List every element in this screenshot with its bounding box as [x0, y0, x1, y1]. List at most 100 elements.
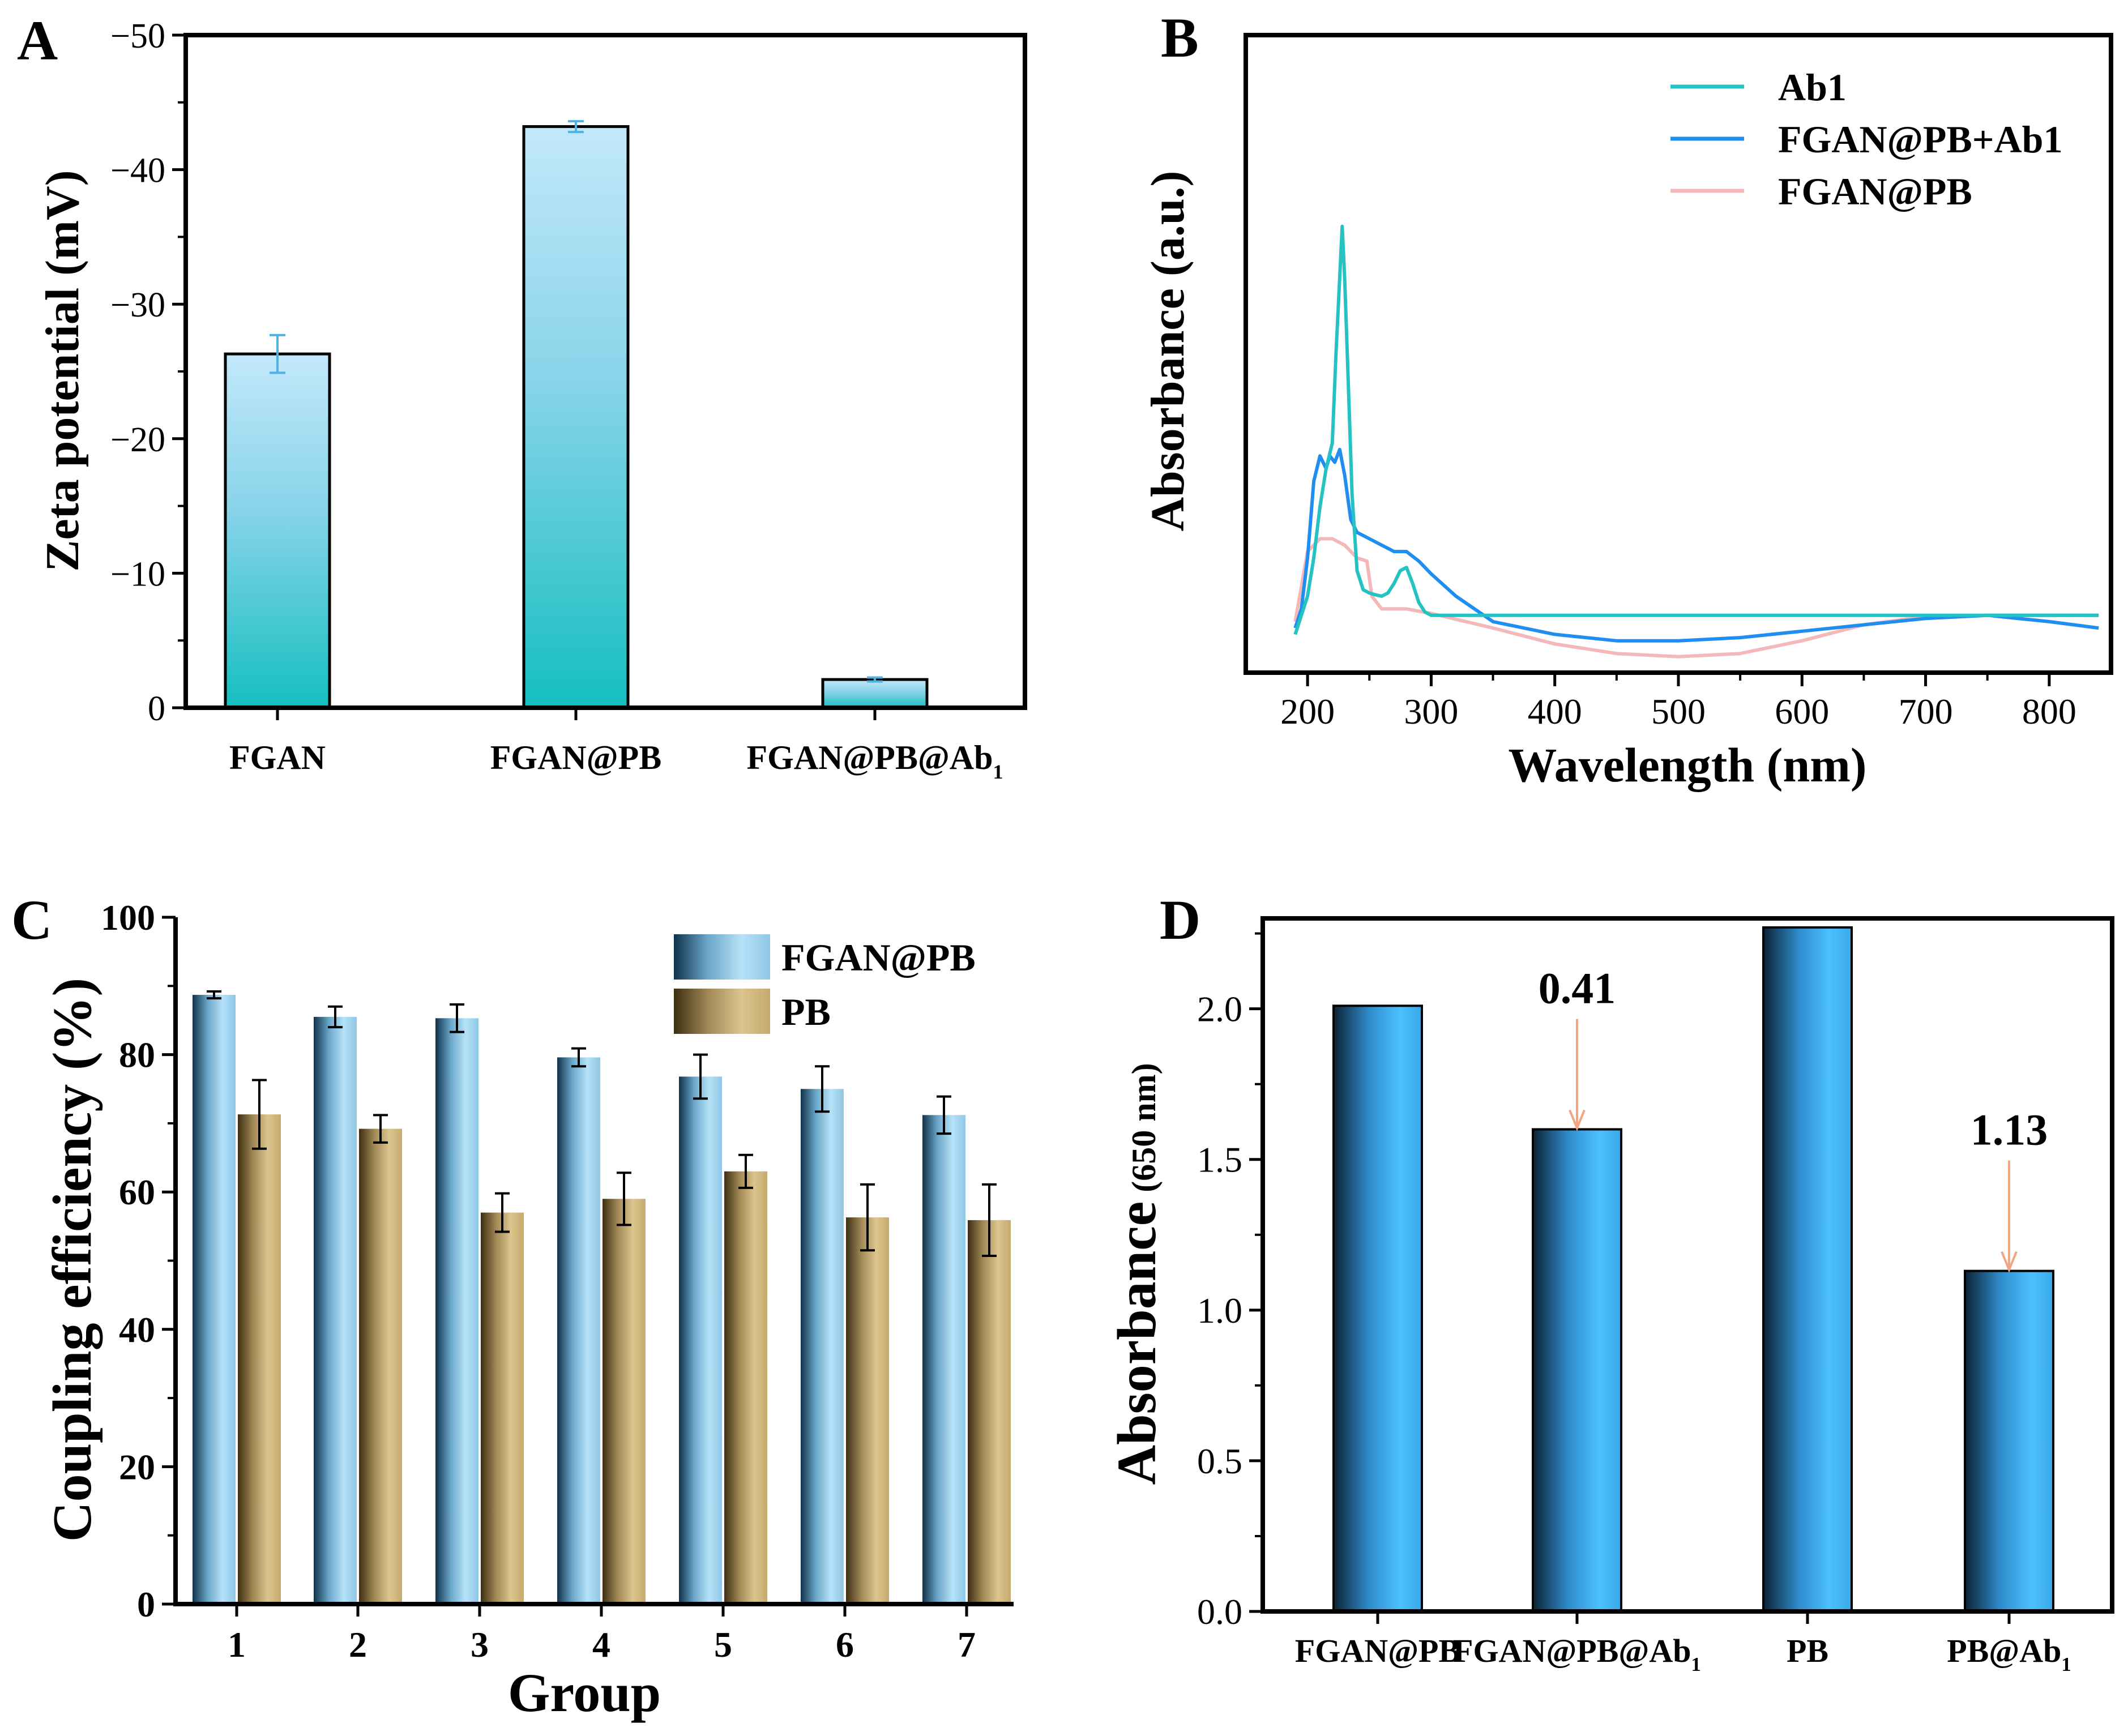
panel-c-error-bar — [738, 1153, 753, 1189]
panel-c-error-bar — [693, 1053, 708, 1100]
panel-d-x-tick-label-2-text: FGAN@PB@Ab — [1453, 1632, 1691, 1669]
panel-d-bars: 0.41 1.13 — [1332, 926, 2054, 1613]
panel-a-x-tick-label-3-subscript: 1 — [993, 760, 1003, 783]
panel-c-x-tick-label-4: 4 — [592, 1624, 610, 1665]
panel-d-x-tick-label-4: PB@Ab1 — [1947, 1632, 2071, 1675]
panel-c-x-tick-label-3: 3 — [471, 1624, 489, 1665]
panel-d-x-tick-label-3: PB — [1787, 1632, 1828, 1669]
panel-c-y-axis-title: Coupling efficiency (%) — [42, 978, 103, 1542]
panel-c-error-bar — [252, 1079, 267, 1150]
panel-a-y-tick-label: −30 — [110, 286, 165, 324]
panel-c-y-tick-label: 60 — [119, 1172, 155, 1212]
panel-c-x-tick-label-6: 6 — [836, 1624, 854, 1665]
panel-a-bar-2 — [522, 125, 630, 709]
panel-d-y-axis-title-unit: (650 nm) — [1125, 1063, 1163, 1192]
panel-c-error-bar — [207, 990, 221, 1000]
panel-d-y-tick-label: 0.5 — [1197, 1441, 1242, 1481]
panel-a: A FGAN FGAN@PB FGAN@PB@Ab1 0 −10 −20 −30 −40 −50… — [17, 9, 1027, 783]
panel-c-y-tick-label: 40 — [119, 1310, 155, 1350]
panel-c-bar-fganpb-1 — [193, 995, 236, 1604]
panel-a-x-tick-label-1: FGAN — [229, 739, 326, 776]
panel-a-bar-1 — [224, 352, 331, 709]
panel-b-x-tick-label: 400 — [1528, 691, 1582, 732]
panel-c-label: C — [11, 888, 52, 951]
panel-c-y-tick-label: 80 — [119, 1035, 155, 1075]
panel-d-y-tick-label: 1.5 — [1197, 1140, 1242, 1180]
panel-c-error-bar — [937, 1095, 951, 1135]
panel-b: B 200 300 400 500 600 700 800 Wavelength (nm) … — [1142, 6, 2113, 792]
panel-b-x-tick-label: 200 — [1280, 691, 1335, 732]
panel-c-bar-pb-6 — [846, 1217, 889, 1604]
panel-c-error-bar — [571, 1047, 586, 1068]
panel-b-x-tick-label: 800 — [2022, 691, 2076, 732]
panel-c-error-bar — [495, 1192, 510, 1233]
panel-d-annotation-arrowhead-2 — [2001, 1251, 2018, 1273]
panel-c-error-bar — [450, 1003, 464, 1033]
panel-a-error-bar-1 — [270, 333, 285, 374]
panel-a-error-bar-3 — [867, 676, 883, 683]
panel-d-y-tick-label: 1.0 — [1197, 1290, 1242, 1331]
panel-c-bar-pb-2 — [359, 1128, 402, 1604]
panel-b-label: B — [1161, 6, 1199, 69]
panel-c-error-bar — [860, 1183, 875, 1252]
panel-d-y-tick-label: 0.0 — [1197, 1592, 1242, 1632]
panel-d-y-axis-title-main: Absorbance — [1106, 1201, 1168, 1485]
panel-b-x-tick-label: 300 — [1404, 691, 1458, 732]
panel-a-x-tick-label-2: FGAN@PB — [490, 739, 661, 776]
panel-d-x-tick-label-4-text: PB@Ab — [1947, 1632, 2061, 1669]
panel-c-bar-fganpb-3 — [435, 1018, 478, 1604]
panel-c-error-bar — [328, 1005, 343, 1029]
panel-c-error-bar — [373, 1114, 388, 1144]
panel-b-legend-label-3: FGAN@PB — [1778, 170, 1972, 213]
panel-a-y-tick-label: −40 — [110, 152, 165, 190]
panel-d-label: D — [1160, 888, 1200, 951]
panel-c-y-tick-label: 0 — [137, 1584, 155, 1624]
panel-b-legend-label-1: Ab1 — [1778, 66, 1847, 109]
panel-c-bar-fganpb-2 — [314, 1016, 357, 1604]
panel-c-x-tick-label-1: 1 — [228, 1624, 246, 1665]
panel-a-y-axis-title: Zeta potential (mV) — [36, 170, 89, 571]
panel-a-x-tick-label-3-text: FGAN@PB@Ab — [747, 739, 993, 776]
panel-d-x-tick-label-1: FGAN@PB — [1295, 1632, 1460, 1669]
panel-d-y-tick-label: 2.0 — [1197, 989, 1242, 1029]
panel-d-bar-2 — [1532, 1128, 1622, 1613]
panel-a-bars — [224, 120, 929, 709]
panel-d-y-axis-title-text: Absorbance (650 nm) — [1106, 1063, 1168, 1485]
panel-c-bar-fganpb-6 — [801, 1089, 844, 1604]
panel-d-bar-3 — [1762, 926, 1853, 1613]
panel-b-series-line-3 — [1293, 224, 2099, 635]
panel-a-x-tick-label-3: FGAN@PB@Ab1 — [747, 739, 1003, 783]
panel-d-frame — [1260, 916, 2114, 1614]
panel-d-x-tick-label-3-text: PB — [1787, 1632, 1828, 1669]
panel-a-bar-3 — [821, 678, 929, 709]
panel-d-y-axis-title: Absorbance (650 nm) — [1106, 1063, 1168, 1485]
panel-c-bars — [193, 990, 1011, 1604]
panel-a-y-tick-label: −10 — [110, 555, 165, 593]
panel-c-legend-label-2: PB — [781, 990, 831, 1033]
panel-b-axes: 200 300 400 500 600 700 800 — [1280, 673, 2076, 732]
panel-d-annotation-label-1: 0.41 — [1539, 964, 1616, 1013]
panel-d-x-tick-label-2: FGAN@PB@Ab1 — [1453, 1632, 1701, 1675]
panel-c-bar-fganpb-4 — [557, 1057, 600, 1604]
panel-a-axes: FGAN FGAN@PB FGAN@PB@Ab1 0 −10 −20 −30 −40 −50 — [110, 17, 1003, 783]
panel-c-bar-fganpb-5 — [679, 1076, 722, 1604]
panel-c-bar-fganpb-7 — [922, 1115, 965, 1604]
panel-a-x-tick-label-1-text: FGAN — [229, 739, 326, 776]
panel-b-y-axis-title: Absorbance (a.u.) — [1142, 170, 1194, 531]
panel-c-y-tick-label: 20 — [119, 1447, 155, 1487]
panel-c-legend: FGAN@PB PB — [674, 934, 976, 1034]
panel-b-legend: Ab1 FGAN@PB+Ab1 FGAN@PB — [1670, 66, 2062, 213]
panel-d-annotation-arrowhead-1 — [1569, 1109, 1586, 1131]
panel-a-label: A — [17, 9, 58, 72]
panel-d-x-tick-label-2-subscript: 1 — [1691, 1653, 1701, 1675]
panel-d-bar-1 — [1332, 1004, 1423, 1613]
panel-c-y-tick-label: 100 — [101, 897, 155, 938]
panel-c-x-tick-label-2: 2 — [349, 1624, 367, 1665]
panel-a-error-bar-2 — [568, 120, 584, 134]
panel-c-bar-pb-3 — [481, 1212, 524, 1604]
panel-c-bar-pb-4 — [602, 1199, 646, 1604]
panel-c-error-bar — [982, 1183, 997, 1258]
panel-c: C 1 2 3 4 5 6 7 0 20 40 60 80 100 Group Coupling eff… — [11, 888, 1014, 1723]
panel-d-bar-4 — [1964, 1269, 2054, 1613]
